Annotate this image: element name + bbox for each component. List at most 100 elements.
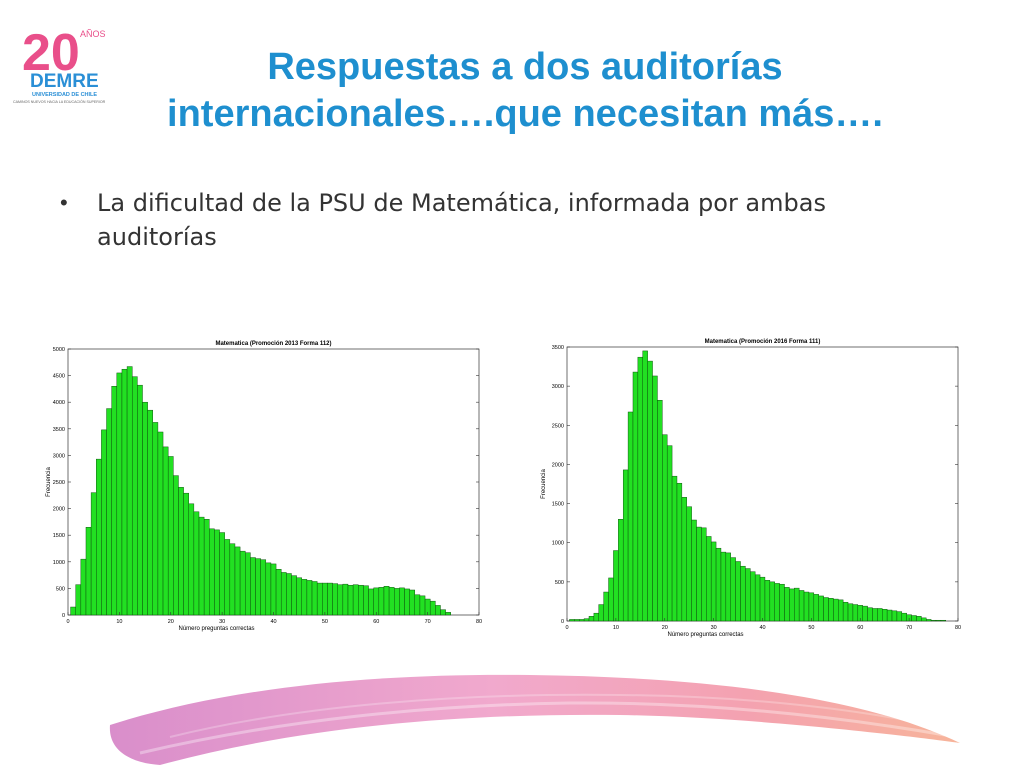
histogram-bar [70, 606, 76, 616]
histogram-bar [147, 409, 153, 616]
histogram-bar [239, 550, 246, 616]
histogram-bar [429, 600, 436, 616]
histogram-bar [842, 601, 849, 622]
histogram-bar [588, 616, 595, 622]
x-tick-label: 30 [219, 619, 225, 625]
histogram-bar [296, 577, 302, 616]
histogram-bar [657, 400, 663, 622]
bullet-text: La dificultad de la PSU de Matemática, i… [97, 189, 826, 251]
histogram-bar [101, 429, 107, 616]
histogram-bar [373, 587, 380, 616]
histogram-bar [106, 408, 112, 616]
histogram-bar [901, 612, 907, 622]
histogram-bar [219, 532, 225, 616]
x-tick-label: 60 [857, 625, 863, 631]
histogram-bar [445, 612, 451, 616]
histogram-bar [715, 547, 722, 622]
y-tick-label: 0 [561, 619, 564, 625]
histogram-bar [578, 619, 585, 622]
x-axis-label: Número preguntas correctas [179, 626, 255, 632]
histogram-bar [872, 608, 878, 622]
y-tick-label: 2500 [552, 423, 564, 429]
y-tick-label: 0 [62, 613, 65, 619]
histogram-bar [316, 582, 323, 616]
y-tick-label: 5000 [53, 347, 65, 353]
histogram-bar [404, 588, 410, 616]
x-tick-label: 0 [66, 619, 69, 625]
histogram-bar [769, 581, 775, 622]
y-axis-label: Frecuencia [46, 467, 52, 497]
histogram-bar [85, 526, 92, 616]
y-tick-label: 500 [56, 586, 65, 592]
histogram-bar [833, 598, 839, 622]
histogram-bar [921, 617, 927, 622]
x-tick-label: 60 [373, 619, 379, 625]
y-tick-label: 4500 [53, 374, 65, 380]
y-axis-label: Frecuencia [541, 469, 547, 499]
histogram-bar [131, 376, 138, 616]
histogram-bar [926, 619, 932, 622]
x-tick-label: 40 [270, 619, 276, 625]
histogram-bar [652, 375, 658, 622]
histogram-bar [167, 456, 174, 616]
histogram-2016: Matematica (Promoción 2016 Forma 111) 0 10… [541, 339, 961, 638]
histogram-bar [121, 368, 128, 616]
slide-title-line-2: internacionales….que necesitan más…. [167, 93, 883, 135]
histogram-bar [940, 619, 947, 622]
histogram-bar [352, 584, 359, 616]
histogram-bar [784, 587, 790, 622]
histogram-bar [896, 611, 903, 622]
y-tick-label: 2000 [53, 507, 65, 513]
histogram-bar [383, 586, 390, 616]
histogram-bar [409, 589, 416, 616]
histogram-bar [691, 519, 697, 622]
histogram-bar [583, 618, 590, 622]
histogram-bar [666, 445, 673, 622]
histogram-bar [676, 482, 683, 622]
histogram-bar [327, 582, 333, 616]
histogram-bar [152, 422, 159, 616]
histogram-bar [798, 590, 805, 622]
logo-number: 20 [22, 24, 80, 82]
histogram-bar [696, 526, 702, 622]
histogram-bar [847, 603, 854, 622]
histogram-bar [378, 587, 385, 616]
histogram-bar [637, 356, 643, 622]
histogram-bar [111, 386, 118, 616]
histogram-bar [368, 588, 374, 616]
histogram-bar [823, 597, 829, 622]
histogram-bar [347, 584, 354, 616]
histogram-bar [137, 384, 143, 616]
histogram-bar [332, 583, 338, 616]
histogram-bar [813, 594, 819, 622]
histogram-bar [867, 607, 873, 622]
histogram-bar [730, 557, 736, 622]
x-tick-label: 10 [116, 619, 122, 625]
histogram-bar [852, 604, 859, 622]
x-tick-label: 80 [476, 619, 482, 625]
histogram-bar [286, 573, 292, 616]
histogram-bar [745, 568, 751, 622]
x-tick-label: 80 [955, 625, 961, 631]
chart-title: Matematica (Promoción 2013 Forma 112) [215, 341, 331, 347]
histogram-bar [789, 588, 795, 622]
x-tick-label: 70 [425, 619, 431, 625]
histogram-bar [399, 587, 405, 616]
x-axis-label: Número preguntas correctas [668, 632, 744, 638]
histogram-bar [740, 565, 746, 622]
histogram-bar [603, 591, 609, 622]
y-tick-label: 1000 [552, 541, 564, 547]
histogram-bar [358, 584, 364, 616]
histogram-bar [911, 615, 917, 622]
histogram-bar [627, 411, 634, 622]
histogram-bar [706, 536, 712, 622]
histogram-bar [260, 559, 267, 616]
histogram-bar [891, 610, 898, 622]
histogram-bar [224, 539, 231, 616]
histogram-bar [311, 581, 318, 616]
x-tick-label: 10 [613, 625, 619, 631]
histogram-bar [794, 587, 800, 622]
histogram-2013: Matematica (Promoción 2013 Forma 112) 0 10… [46, 341, 482, 632]
histogram-bar [245, 552, 251, 616]
histogram-bar [569, 619, 575, 622]
